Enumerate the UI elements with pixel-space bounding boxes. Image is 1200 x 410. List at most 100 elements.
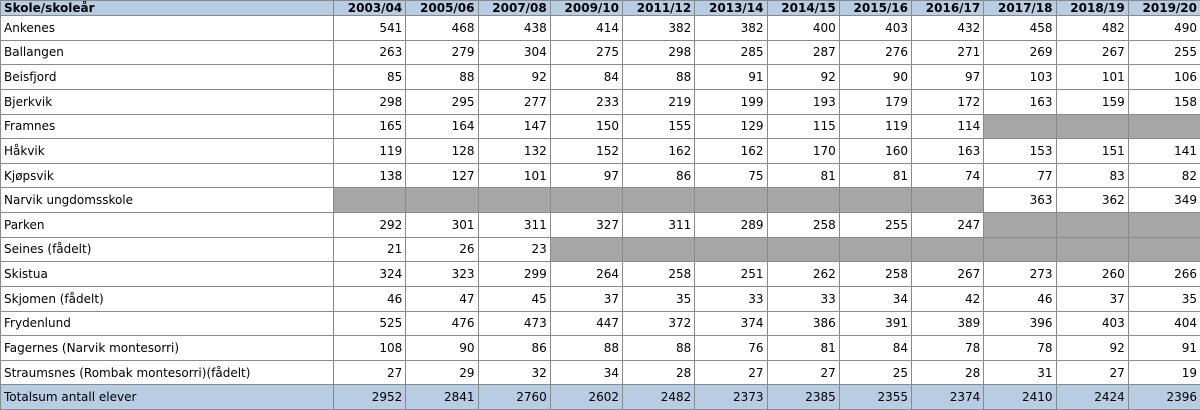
value-cell: 35 [621, 285, 696, 312]
total-row: Totalsum antall elever 2952 2841 2760 2602 24… [0, 384, 1200, 410]
value-cell: 27 [766, 359, 840, 386]
value-cell: 438 [477, 15, 551, 41]
value-cell: 77 [983, 162, 1057, 189]
value-cell: 374 [694, 310, 768, 337]
value-cell: 106 [1127, 64, 1200, 90]
value-cell: 78 [910, 335, 985, 361]
value-cell: 482 [1055, 15, 1129, 41]
value-cell: 23 [477, 236, 551, 263]
empty-cell [1055, 212, 1129, 238]
header-cell: 2016/17 [910, 0, 985, 16]
value-cell: 81 [766, 335, 840, 361]
value-cell: 114 [910, 113, 985, 140]
value-cell: 285 [694, 39, 768, 66]
empty-cell [983, 113, 1057, 140]
empty-cell [621, 187, 696, 213]
value-cell: 162 [621, 138, 696, 164]
empty-cell [1055, 236, 1129, 263]
value-cell: 26 [405, 236, 479, 263]
empty-cell [838, 187, 913, 213]
value-cell: 363 [983, 187, 1057, 213]
value-cell: 97 [549, 162, 624, 189]
value-cell: 163 [983, 88, 1057, 115]
value-cell: 159 [1055, 88, 1129, 115]
value-cell: 92 [477, 64, 551, 90]
value-cell: 382 [621, 15, 696, 41]
header-cell: 2018/19 [1055, 0, 1129, 16]
value-cell: 165 [332, 113, 407, 140]
value-cell: 400 [766, 15, 840, 41]
value-cell: 160 [838, 138, 913, 164]
value-cell: 138 [332, 162, 407, 189]
empty-cell [549, 187, 624, 213]
value-cell: 83 [1055, 162, 1129, 189]
value-cell: 264 [549, 261, 624, 287]
empty-cell [694, 236, 768, 263]
header-cell: 2015/16 [838, 0, 913, 16]
value-cell: 90 [405, 335, 479, 361]
value-cell: 31 [983, 359, 1057, 386]
empty-cell [838, 236, 913, 263]
header-cell: 2011/12 [621, 0, 696, 16]
value-cell: 349 [1127, 187, 1200, 213]
value-cell: 362 [1055, 187, 1129, 213]
value-cell: 468 [405, 15, 479, 41]
row-label: Skjomen (fådelt) [0, 285, 334, 312]
value-cell: 298 [621, 39, 696, 66]
row-label: Beisfjord [0, 64, 334, 90]
value-cell: 275 [549, 39, 624, 66]
row-label: Framnes [0, 113, 334, 140]
value-cell: 19 [1127, 359, 1200, 386]
header-cell: 2014/15 [766, 0, 840, 16]
value-cell: 266 [1127, 261, 1200, 287]
value-cell: 74 [910, 162, 985, 189]
value-cell: 127 [405, 162, 479, 189]
value-cell: 97 [910, 64, 985, 90]
value-cell: 391 [838, 310, 913, 337]
header-cell: 2009/10 [549, 0, 624, 16]
value-cell: 88 [621, 64, 696, 90]
empty-cell [1127, 236, 1200, 263]
value-cell: 2374 [910, 384, 985, 410]
value-cell: 311 [477, 212, 551, 238]
value-cell: 101 [477, 162, 551, 189]
value-cell: 151 [1055, 138, 1129, 164]
empty-cell [983, 212, 1057, 238]
data-row: Kjøpsvik 138 127 101 97 86 75 81 81 74 77 83 82 [0, 162, 1200, 189]
value-cell: 404 [1127, 310, 1200, 337]
value-cell: 260 [1055, 261, 1129, 287]
value-cell: 28 [910, 359, 985, 386]
data-row: Bjerkvik 298 295 277 233 219 199 193 179 172 163 15… [0, 88, 1200, 115]
value-cell: 396 [983, 310, 1057, 337]
value-cell: 298 [332, 88, 407, 115]
empty-cell [910, 236, 985, 263]
value-cell: 269 [983, 39, 1057, 66]
value-cell: 101 [1055, 64, 1129, 90]
value-cell: 91 [694, 64, 768, 90]
value-cell: 304 [477, 39, 551, 66]
value-cell: 2373 [694, 384, 768, 410]
data-row: Fagernes (Narvik montesorri) 108 90 86 88 88 7… [0, 335, 1200, 361]
value-cell: 2760 [477, 384, 551, 410]
value-cell: 403 [838, 15, 913, 41]
empty-cell [621, 236, 696, 263]
value-cell: 92 [1055, 335, 1129, 361]
data-row: Ankenes 541 468 438 414 382 382 400 403 432 458 482… [0, 15, 1200, 41]
value-cell: 386 [766, 310, 840, 337]
value-cell: 42 [910, 285, 985, 312]
value-cell: 141 [1127, 138, 1200, 164]
empty-cell [766, 236, 840, 263]
row-label: Skistua [0, 261, 334, 287]
value-cell: 33 [694, 285, 768, 312]
value-cell: 2424 [1055, 384, 1129, 410]
value-cell: 45 [477, 285, 551, 312]
value-cell: 301 [405, 212, 479, 238]
value-cell: 287 [766, 39, 840, 66]
value-cell: 414 [549, 15, 624, 41]
value-cell: 47 [405, 285, 479, 312]
value-cell: 76 [694, 335, 768, 361]
value-cell: 82 [1127, 162, 1200, 189]
data-row: Seines (fådelt) 21 26 23 [0, 236, 1200, 263]
value-cell: 525 [332, 310, 407, 337]
data-row: Beisfjord 85 88 92 84 88 91 92 90 97 103 101 106 [0, 64, 1200, 90]
